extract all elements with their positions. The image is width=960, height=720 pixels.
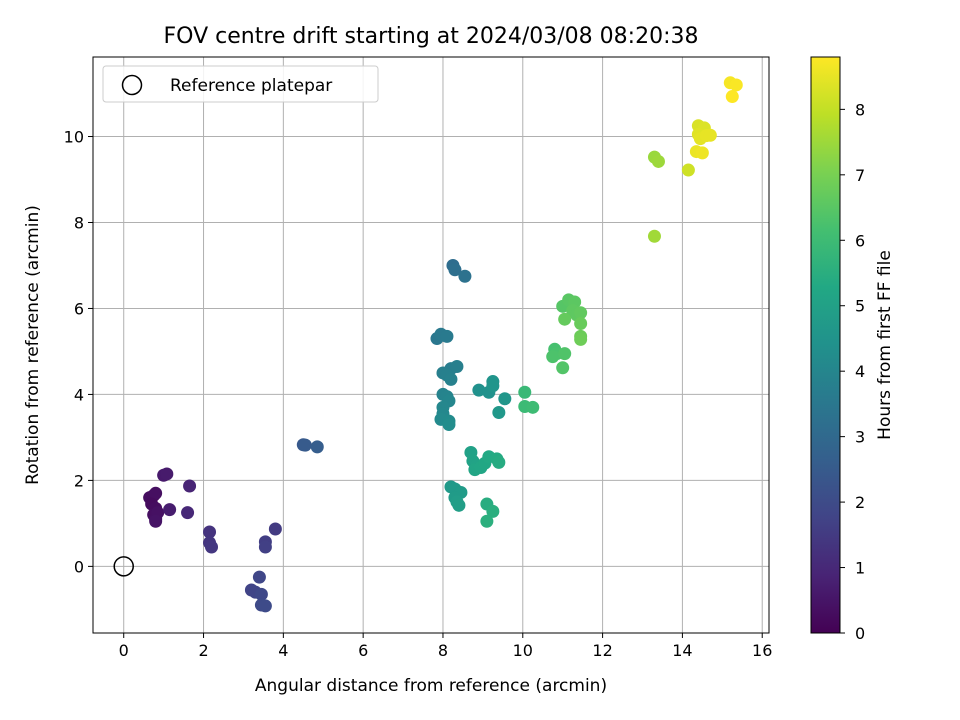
- data-point: [268, 522, 282, 536]
- colorbar: 0 1 2 3 4 5 6 7 8 Hours from first FF file: [810, 56, 895, 643]
- data-point: [492, 405, 506, 419]
- colorbar-tick-label: 1: [855, 559, 865, 578]
- colorbar-tick-label: 3: [855, 428, 865, 447]
- data-point: [258, 540, 272, 554]
- data-point: [149, 514, 163, 528]
- data-point: [310, 440, 324, 454]
- data-point: [558, 347, 572, 361]
- data-point: [205, 540, 219, 554]
- data-point: [729, 78, 743, 92]
- data-point: [725, 90, 739, 104]
- data-point: [574, 332, 588, 346]
- data-point: [558, 312, 572, 326]
- x-tick-label: 10: [513, 641, 533, 660]
- data-point: [440, 329, 454, 343]
- reference-marker: [113, 556, 134, 577]
- y-axis-label: Rotation from reference (arcmin): [23, 205, 43, 485]
- data-point: [647, 229, 661, 243]
- data-point: [452, 498, 466, 512]
- data-point: [574, 306, 588, 320]
- y-tick-label: 2: [74, 471, 84, 490]
- data-point: [444, 372, 458, 386]
- x-tick-label: 14: [672, 641, 692, 660]
- data-point: [450, 359, 464, 373]
- data-point: [498, 392, 512, 406]
- data-point: [183, 479, 197, 493]
- data-point: [149, 486, 163, 500]
- data-point: [703, 128, 717, 142]
- data-point: [486, 379, 500, 393]
- y-tick-label: 10: [64, 128, 84, 147]
- colorbar-tick-label: 7: [855, 166, 865, 185]
- data-point: [480, 514, 494, 528]
- y-axis: 0 2 4 6 8 10: [64, 128, 93, 576]
- data-point: [163, 503, 177, 517]
- colorbar-gradient: [810, 56, 841, 634]
- y-tick-label: 4: [74, 385, 84, 404]
- data-point: [203, 525, 217, 539]
- x-tick-label: 0: [119, 641, 129, 660]
- x-tick-label: 16: [752, 641, 772, 660]
- data-point: [574, 317, 588, 331]
- colorbar-tick-label: 2: [855, 493, 865, 512]
- data-point: [472, 383, 486, 397]
- data-point: [651, 154, 665, 168]
- colorbar-tick-label: 0: [855, 624, 865, 643]
- data-point: [258, 599, 272, 613]
- x-tick-label: 2: [198, 641, 208, 660]
- x-tick-label: 8: [438, 641, 448, 660]
- data-point: [448, 263, 462, 277]
- data-point: [442, 418, 456, 432]
- legend: Reference platepar: [102, 65, 379, 103]
- x-axis: 0 2 4 6 8 10 12 14 16: [119, 633, 772, 660]
- chart-title: FOV centre drift starting at 2024/03/08 …: [164, 24, 699, 49]
- reference-point: [113, 556, 134, 577]
- colorbar-tick-label: 4: [855, 362, 865, 381]
- colorbar-tick-label: 6: [855, 231, 865, 250]
- data-point: [695, 146, 709, 160]
- data-point: [160, 467, 174, 481]
- data-point: [556, 361, 570, 375]
- colorbar-ticks: 0 1 2 3 4 5 6 7 8: [840, 100, 865, 643]
- data-point: [458, 269, 472, 283]
- data-point: [681, 163, 695, 177]
- data-point: [486, 504, 500, 518]
- grid: [93, 57, 769, 633]
- data-point: [252, 570, 266, 584]
- colorbar-tick-label: 8: [855, 100, 865, 119]
- data-point: [181, 506, 195, 520]
- data-point: [254, 587, 268, 601]
- x-tick-label: 12: [592, 641, 612, 660]
- y-tick-label: 8: [74, 213, 84, 232]
- plot-frame: [92, 56, 770, 634]
- data-point: [492, 455, 506, 469]
- x-tick-label: 4: [278, 641, 288, 660]
- colorbar-label: Hours from first FF file: [875, 250, 895, 440]
- legend-label: Reference platepar: [170, 76, 332, 96]
- data-point: [546, 350, 560, 364]
- legend-marker: [121, 74, 143, 96]
- data-point: [298, 438, 312, 452]
- data-points: [143, 76, 743, 613]
- legend-box: [102, 65, 379, 103]
- x-axis-label: Angular distance from reference (arcmin): [255, 676, 607, 696]
- y-tick-label: 0: [74, 557, 84, 576]
- data-point: [518, 385, 532, 399]
- data-point: [526, 400, 540, 414]
- colorbar-tick-label: 5: [855, 297, 865, 316]
- x-tick-label: 6: [358, 641, 368, 660]
- y-tick-label: 6: [74, 299, 84, 318]
